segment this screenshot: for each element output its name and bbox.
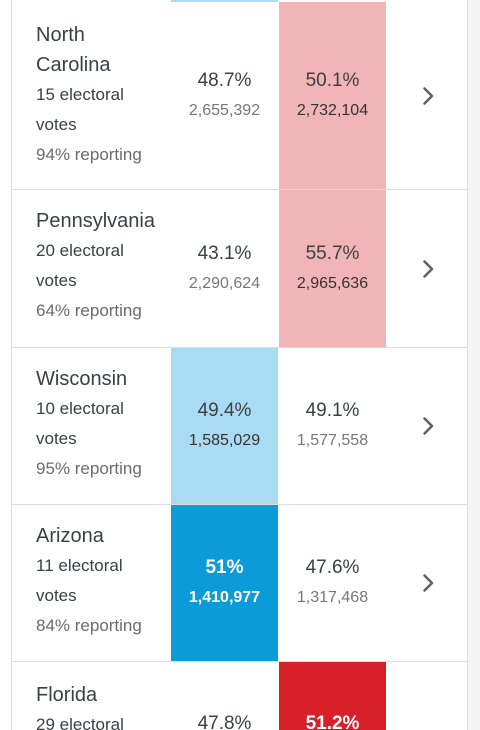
reporting-status: 95% reporting bbox=[36, 459, 142, 478]
card-left-border bbox=[11, 0, 12, 730]
electoral-votes-suffix: votes bbox=[36, 271, 77, 290]
race-row-north-carolina[interactable]: North Carolina 15 electoral votes 94% re… bbox=[12, 2, 467, 190]
electoral-votes: 20 electoral bbox=[36, 241, 124, 260]
state-name: Pennsylvania bbox=[36, 210, 155, 232]
rep-votes: 1,577,558 bbox=[296, 432, 369, 449]
page-gutter bbox=[468, 0, 480, 730]
rep-result: 47.6% 1,317,468 bbox=[279, 505, 386, 661]
state-info: Pennsylvania 20 electoral votes 64% repo… bbox=[36, 206, 176, 326]
electoral-votes: 29 electoral bbox=[36, 715, 124, 730]
electoral-votes: 10 electoral bbox=[36, 399, 124, 418]
rep-percent: 47.6% bbox=[305, 557, 360, 578]
electoral-votes-suffix: votes bbox=[36, 586, 77, 605]
state-name: North bbox=[36, 24, 85, 46]
chevron-right-icon[interactable] bbox=[416, 84, 440, 108]
dem-percent: 49.4% bbox=[197, 400, 252, 421]
rep-percent: 55.7% bbox=[305, 242, 360, 264]
race-row-wisconsin[interactable]: Wisconsin 10 electoral votes 95% reporti… bbox=[12, 348, 467, 505]
chevron-right-icon[interactable] bbox=[416, 257, 440, 281]
rep-result: 51.2% bbox=[279, 662, 386, 730]
dem-result: 47.8% bbox=[171, 662, 278, 730]
card-right-border bbox=[467, 0, 468, 730]
state-name: Florida bbox=[36, 684, 98, 706]
rep-votes: 2,965,636 bbox=[296, 274, 369, 292]
dem-result: 51% 1,410,977 bbox=[171, 505, 278, 661]
dem-percent: 48.7% bbox=[197, 69, 252, 91]
dem-votes: 1,585,029 bbox=[188, 432, 261, 449]
dem-result: 48.7% 2,655,392 bbox=[171, 2, 278, 189]
dem-votes: 1,410,977 bbox=[188, 589, 261, 606]
state-info: Arizona 11 electoral votes 84% reporting bbox=[36, 521, 176, 641]
reporting-status: 84% reporting bbox=[36, 616, 142, 635]
chevron-right-icon[interactable] bbox=[416, 414, 440, 438]
rep-percent: 49.1% bbox=[305, 400, 360, 421]
state-info: Wisconsin 10 electoral votes 95% reporti… bbox=[36, 364, 176, 484]
state-name: Wisconsin bbox=[36, 368, 128, 390]
race-row-florida[interactable]: Florida 29 electoral 47.8% 51.2% bbox=[12, 662, 467, 730]
electoral-votes: 15 electoral bbox=[36, 85, 124, 104]
prev-row-dem-shade bbox=[171, 0, 278, 2]
dem-votes: 2,655,392 bbox=[188, 101, 261, 119]
electoral-votes: 11 electoral bbox=[36, 556, 123, 575]
state-info: North Carolina 15 electoral votes 94% re… bbox=[36, 20, 176, 170]
reporting-status: 94% reporting bbox=[36, 145, 142, 164]
rep-result: 55.7% 2,965,636 bbox=[279, 190, 386, 347]
dem-percent: 43.1% bbox=[197, 242, 252, 264]
race-row-pennsylvania[interactable]: Pennsylvania 20 electoral votes 64% repo… bbox=[12, 190, 467, 348]
race-row-arizona[interactable]: Arizona 11 electoral votes 84% reporting… bbox=[12, 505, 467, 662]
state-info: Florida 29 electoral bbox=[36, 680, 176, 730]
dem-result: 43.1% 2,290,624 bbox=[171, 190, 278, 347]
electoral-votes-suffix: votes bbox=[36, 115, 77, 134]
rep-votes: 2,732,104 bbox=[296, 101, 369, 119]
state-name: Carolina bbox=[36, 54, 111, 76]
rep-result: 50.1% 2,732,104 bbox=[279, 2, 386, 189]
dem-percent: 51% bbox=[205, 557, 244, 578]
rep-percent: 51.2% bbox=[305, 713, 360, 730]
rep-votes: 1,317,468 bbox=[296, 589, 369, 606]
rep-result: 49.1% 1,577,558 bbox=[279, 348, 386, 504]
reporting-status: 64% reporting bbox=[36, 301, 142, 320]
dem-result: 49.4% 1,585,029 bbox=[171, 348, 278, 504]
dem-percent: 47.8% bbox=[197, 713, 252, 730]
rep-percent: 50.1% bbox=[305, 69, 360, 91]
electoral-votes-suffix: votes bbox=[36, 429, 77, 448]
chevron-right-icon[interactable] bbox=[416, 571, 440, 595]
state-name: Arizona bbox=[36, 525, 104, 547]
dem-votes: 2,290,624 bbox=[188, 274, 261, 292]
